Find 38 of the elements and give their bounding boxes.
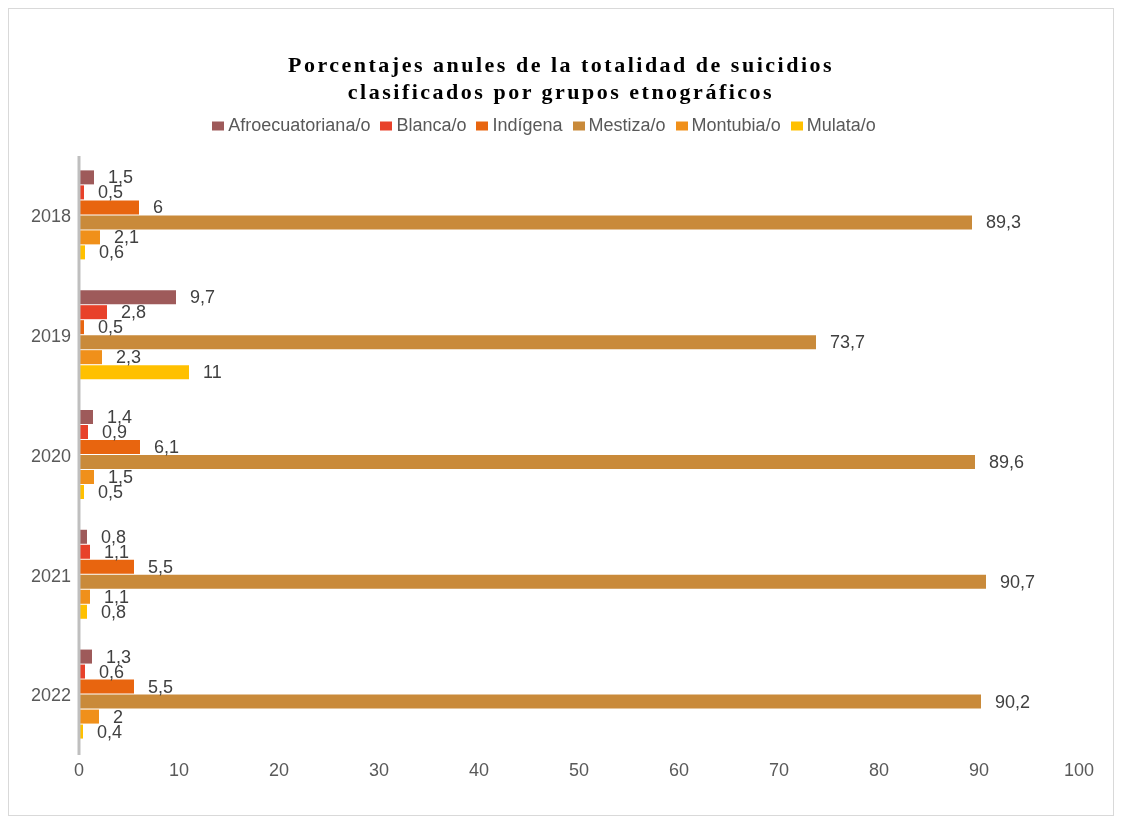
x-tick-label: 10	[168, 759, 190, 780]
x-tick-label: 30	[368, 759, 390, 780]
data-label: 9,7	[190, 287, 216, 308]
data-label: 2,8	[121, 302, 147, 323]
data-label: 6,1	[154, 436, 180, 457]
x-tick-label: 70	[768, 759, 790, 780]
legend-label: Mulata/o	[806, 115, 876, 135]
x-tick-label: 60	[668, 759, 690, 780]
legend-label: Montubia/o	[691, 115, 781, 135]
data-label: 5,5	[148, 556, 174, 577]
y-tick-label: 2022	[30, 685, 71, 706]
data-label: 0,5	[98, 317, 124, 338]
x-tick-label: 80	[868, 759, 890, 780]
x-tick-label: 0	[73, 759, 85, 780]
data-label: 90,7	[1000, 571, 1036, 592]
data-label: 2,3	[116, 347, 142, 368]
data-label: 5,5	[148, 676, 174, 697]
legend-label: Blanca/o	[396, 115, 467, 135]
data-label: 90,2	[995, 691, 1031, 712]
data-label: 6	[153, 197, 164, 218]
y-tick-label: 2018	[30, 206, 71, 227]
x-tick-label: 100	[1063, 759, 1095, 780]
y-tick-label: 2020	[30, 445, 71, 466]
x-tick-label: 40	[468, 759, 490, 780]
data-label: 0,6	[99, 242, 125, 263]
legend-label: Mestiza/o	[588, 115, 666, 135]
x-tick-label: 20	[268, 759, 290, 780]
y-tick-label: 2021	[30, 565, 71, 586]
legend-label: Indígena	[492, 115, 563, 135]
chart-title: Porcentajes anules de la totalidad de suicidios clasificados por grupos etnográficos	[286, 51, 836, 105]
x-tick-label: 50	[568, 759, 590, 780]
data-label: 11	[203, 362, 222, 383]
y-tick-label: 2019	[30, 326, 71, 347]
data-label: 73,7	[830, 332, 866, 353]
legend-label: Afroecuatoriana/o	[228, 115, 371, 135]
x-tick-label: 90	[968, 759, 990, 780]
data-label: 89,3	[986, 212, 1022, 233]
data-label: 89,6	[989, 451, 1025, 472]
